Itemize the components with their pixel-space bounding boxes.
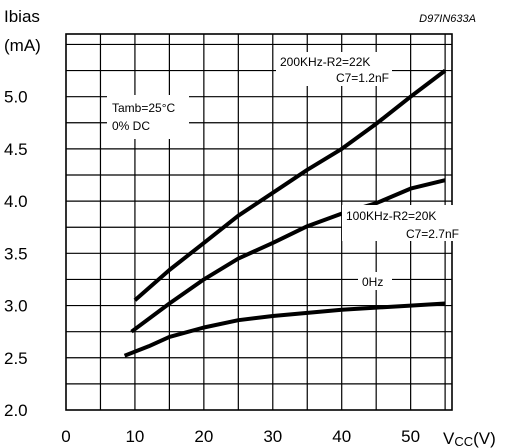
x-tick-label: 30: [263, 427, 282, 446]
x-tick-label: 10: [125, 427, 144, 446]
y-tick-label: 3.0: [4, 297, 28, 316]
x-axis-title-subscript: CC: [454, 434, 473, 448]
series-label-200khz: 200KHz-R2=22K C7=1.2nF: [276, 52, 392, 86]
figure-code: D97IN633A: [419, 13, 476, 25]
y-tick-label: 5.0: [4, 88, 28, 107]
x-tick-label: 0: [61, 427, 70, 446]
series-label-0hz-text: 0Hz: [362, 275, 383, 289]
y-tick-labels: 2.0 2.5 3.0 3.5 4.0 4.5 5.0: [4, 88, 28, 420]
condition-duty-cycle: 0% DC: [112, 119, 150, 133]
series-line-0hz: [123, 301, 446, 358]
series-label-100khz: 100KHz-R2=20K C7=2.7nF: [342, 205, 462, 241]
y-axis-title-line1: Ibias: [4, 7, 40, 26]
x-tick-label: 40: [332, 427, 351, 446]
y-tick-label: 2.5: [4, 349, 28, 368]
series-line-100khz: [130, 178, 446, 334]
y-tick-label: 4.5: [4, 140, 28, 159]
y-axis-title-line2: (mA): [4, 36, 41, 55]
x-axis-title: VCC(V): [443, 429, 496, 448]
series-label-100khz-line1: 100KHz-R2=20K: [346, 209, 436, 223]
x-tick-label: 50: [401, 427, 420, 446]
y-tick-label: 4.0: [4, 192, 28, 211]
y-tick-label: 2.0: [4, 401, 28, 420]
grid: [66, 34, 452, 410]
x-tick-labels: 0 10 20 30 40 50: [61, 427, 420, 446]
condition-temperature: Tamb=25°C: [112, 101, 175, 115]
series-label-100khz-line2: C7=2.7nF: [406, 227, 459, 241]
series-label-0hz: 0Hz: [358, 272, 392, 290]
x-axis-title-main: V: [443, 429, 455, 448]
y-tick-label: 3.5: [4, 244, 28, 263]
conditions-box: Tamb=25°C 0% DC: [107, 95, 189, 139]
series-label-200khz-line1: 200KHz-R2=22K: [280, 55, 370, 69]
series-label-200khz-line2: C7=1.2nF: [336, 71, 389, 85]
x-tick-label: 20: [194, 427, 213, 446]
series-line-200khz: [133, 69, 447, 302]
x-axis-title-unit: (V): [473, 429, 496, 448]
series-lines: [123, 69, 447, 358]
